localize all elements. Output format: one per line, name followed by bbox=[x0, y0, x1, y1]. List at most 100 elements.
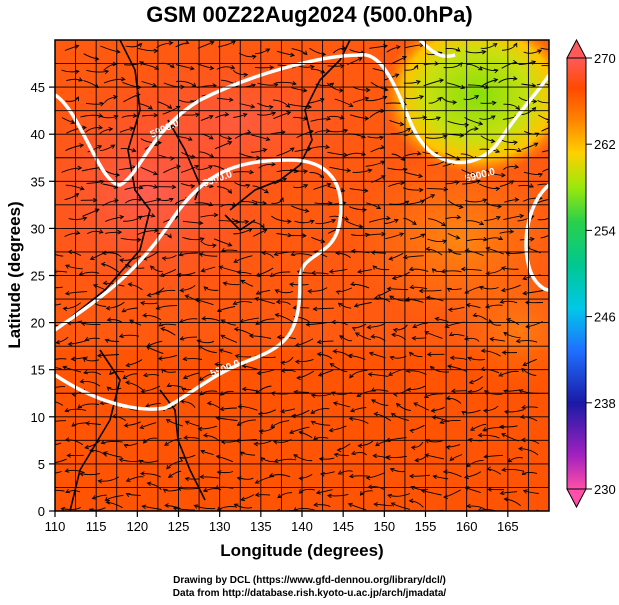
streamline-arrowhead bbox=[105, 305, 111, 311]
streamline-arrowhead bbox=[78, 77, 83, 82]
streamline-arrowhead bbox=[333, 452, 339, 458]
streamline bbox=[237, 271, 252, 275]
streamline bbox=[541, 127, 549, 132]
streamline bbox=[237, 477, 254, 480]
y-tick-label: 25 bbox=[31, 269, 45, 284]
streamline bbox=[71, 356, 88, 360]
streamline bbox=[173, 507, 195, 511]
streamline-arrowhead bbox=[171, 184, 177, 190]
streamline bbox=[443, 471, 462, 478]
streamline bbox=[141, 81, 157, 87]
streamline-arrowhead bbox=[537, 49, 543, 54]
streamline bbox=[430, 366, 450, 373]
streamline-arrowhead bbox=[439, 78, 445, 83]
streamline-arrowhead bbox=[184, 476, 190, 482]
streamline-arrowhead bbox=[302, 233, 307, 238]
streamline-arrowhead bbox=[62, 306, 68, 312]
streamline-arrowhead bbox=[118, 333, 124, 338]
streamline-arrowhead bbox=[189, 65, 195, 71]
streamline-arrowhead bbox=[209, 40, 215, 46]
streamline-arrowhead bbox=[404, 200, 410, 205]
streamline-arrowhead bbox=[98, 125, 104, 130]
streamline bbox=[470, 423, 487, 431]
streamline-arrowhead bbox=[79, 143, 85, 148]
streamline-arrowhead bbox=[478, 121, 484, 126]
streamline bbox=[143, 251, 159, 260]
streamline-arrowhead bbox=[262, 229, 268, 234]
streamline-arrowhead bbox=[326, 493, 332, 499]
streamline-arrowhead bbox=[501, 350, 507, 355]
streamline-arrowhead bbox=[148, 105, 153, 110]
streamline-arrowhead bbox=[99, 102, 105, 107]
streamline-arrowhead bbox=[391, 332, 396, 338]
streamline bbox=[55, 401, 64, 406]
streamline-arrowhead bbox=[420, 199, 425, 204]
streamline-arrowhead bbox=[227, 141, 233, 146]
streamline-arrowhead bbox=[477, 432, 483, 438]
streamline-arrowhead bbox=[309, 219, 315, 224]
streamline-arrowhead bbox=[348, 416, 354, 421]
streamline bbox=[387, 493, 411, 497]
streamline-arrowhead bbox=[82, 216, 88, 221]
streamline bbox=[178, 487, 199, 490]
streamline bbox=[329, 425, 347, 432]
streamline-arrowhead bbox=[326, 116, 332, 121]
streamline bbox=[55, 471, 62, 474]
streamline-arrowhead bbox=[441, 221, 446, 227]
streamline-arrowhead bbox=[47, 473, 51, 477]
streamline-arrowhead bbox=[233, 326, 239, 332]
streamline bbox=[407, 385, 426, 391]
streamline-arrowhead bbox=[513, 140, 518, 145]
streamline-arrowhead bbox=[179, 336, 185, 341]
streamline bbox=[440, 420, 461, 424]
streamline bbox=[425, 454, 445, 460]
streamline-arrowhead bbox=[106, 386, 112, 391]
streamline bbox=[276, 50, 295, 56]
streamline-arrowhead bbox=[379, 135, 385, 141]
streamline-arrowhead bbox=[142, 372, 148, 378]
streamline bbox=[270, 420, 290, 428]
streamline-arrowhead bbox=[289, 429, 295, 434]
streamline bbox=[523, 197, 542, 202]
streamline bbox=[425, 116, 441, 121]
streamline bbox=[521, 142, 538, 150]
streamline bbox=[405, 153, 421, 157]
streamline-arrowhead bbox=[104, 338, 110, 343]
streamline-arrowhead bbox=[176, 164, 182, 169]
streamline-arrowhead bbox=[515, 105, 520, 111]
streamline bbox=[504, 199, 519, 203]
streamline bbox=[124, 198, 143, 204]
streamline bbox=[82, 208, 100, 217]
streamline-arrowhead bbox=[183, 435, 188, 440]
streamline bbox=[61, 69, 79, 73]
streamline-arrowhead bbox=[330, 391, 336, 396]
streamline-arrowhead bbox=[391, 275, 397, 281]
y-tick-label: 0 bbox=[38, 504, 45, 519]
streamline-arrowhead bbox=[532, 99, 538, 104]
streamline-arrowhead bbox=[244, 219, 250, 225]
streamline-arrowhead bbox=[430, 194, 436, 199]
streamline bbox=[345, 220, 363, 228]
streamline-arrowhead bbox=[119, 214, 125, 220]
streamline-arrowhead bbox=[447, 307, 453, 313]
streamline bbox=[139, 459, 158, 463]
streamline-arrowhead bbox=[102, 451, 108, 456]
streamline bbox=[61, 507, 81, 510]
streamline bbox=[295, 338, 314, 347]
streamline-arrowhead bbox=[498, 235, 504, 240]
streamline-arrowhead bbox=[157, 356, 163, 361]
streamline-arrowhead bbox=[388, 256, 394, 261]
streamline-arrowhead bbox=[145, 403, 151, 408]
streamline bbox=[232, 171, 254, 173]
streamline-arrowhead bbox=[383, 87, 389, 92]
streamline-arrowhead bbox=[461, 411, 467, 416]
streamline bbox=[501, 267, 519, 270]
streamline-arrowhead bbox=[365, 475, 371, 481]
streamline bbox=[327, 493, 349, 497]
colorbar-top-arrow bbox=[566, 38, 587, 59]
streamline-arrowhead bbox=[269, 272, 275, 277]
streamline-arrowhead bbox=[256, 370, 262, 376]
streamline-arrowhead bbox=[356, 392, 362, 398]
streamline bbox=[446, 397, 462, 404]
streamline-arrowhead bbox=[304, 208, 310, 213]
